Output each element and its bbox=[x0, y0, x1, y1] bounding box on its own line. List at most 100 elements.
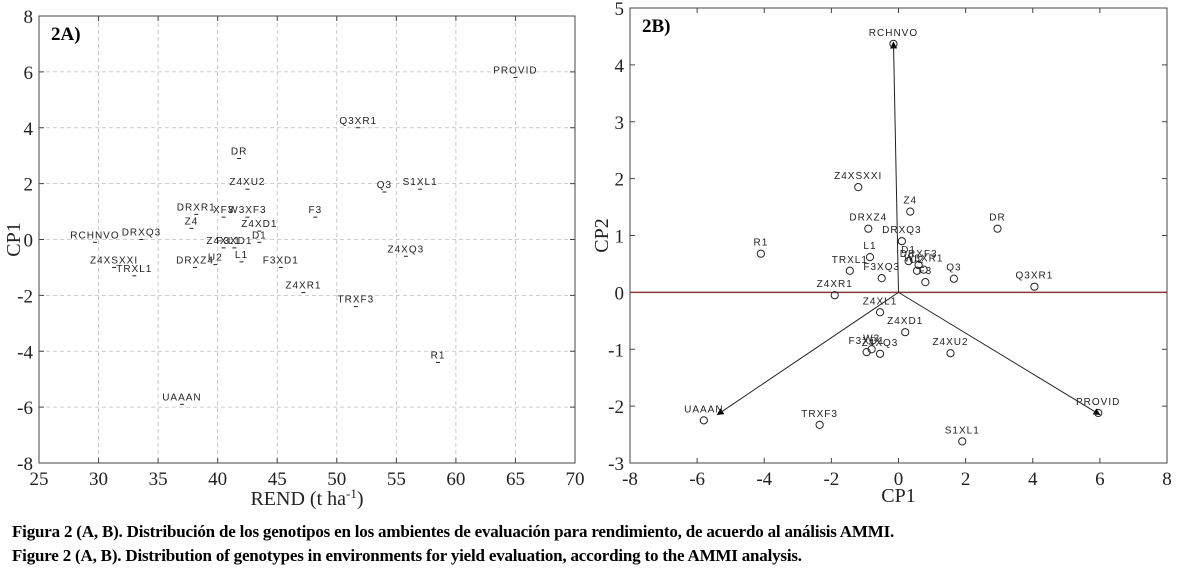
point-label: R1 bbox=[431, 350, 446, 361]
data-point bbox=[875, 308, 885, 317]
point-label: DRXR1 bbox=[177, 202, 216, 213]
point-label: Z4XU2 bbox=[932, 337, 968, 348]
y-tick-label: 4 bbox=[24, 119, 34, 140]
data-point bbox=[949, 274, 958, 283]
y-tick-label: 0 bbox=[24, 231, 34, 252]
point-label: Q3 bbox=[377, 180, 392, 191]
point-label: F3 bbox=[309, 205, 323, 216]
data-point bbox=[815, 420, 824, 429]
point-label: Z4XD1 bbox=[887, 316, 923, 327]
point-label: TRXF3 bbox=[801, 409, 838, 420]
environment-vector bbox=[898, 291, 1101, 416]
point-label: TRXL1 bbox=[116, 264, 152, 275]
x-tick-label: 2 bbox=[961, 469, 971, 490]
point-label: DRXZ4 bbox=[849, 213, 887, 224]
y-tick-label: 0 bbox=[615, 283, 625, 304]
y-tick-label: 2 bbox=[24, 175, 34, 196]
point-label: W3 bbox=[863, 333, 880, 344]
point-label: DRXZ4 bbox=[176, 255, 214, 266]
x-axis-title: REND (t ha-1) bbox=[250, 486, 363, 510]
point-label: DRXQ3 bbox=[122, 228, 161, 239]
point-label: Z4XD1 bbox=[241, 219, 277, 230]
point-label: R1 bbox=[753, 238, 768, 249]
data-point bbox=[901, 328, 910, 337]
point-label: Z4XL1 bbox=[863, 296, 897, 307]
point-label: F3XD1 bbox=[216, 236, 252, 247]
point-label: Z4XU2 bbox=[229, 177, 265, 188]
point-label: DRXF3 bbox=[900, 249, 938, 260]
x-tick-label: 0 bbox=[894, 469, 904, 490]
y-tick-label: -6 bbox=[17, 398, 33, 419]
x-tick-label: -4 bbox=[756, 469, 772, 490]
point-label: F3XD1 bbox=[263, 255, 299, 266]
y-tick-label: -2 bbox=[17, 286, 33, 307]
data-point bbox=[854, 183, 863, 192]
y-tick-label: -3 bbox=[608, 454, 624, 475]
point-label: UAAAN bbox=[684, 404, 723, 415]
point-label: PROVID bbox=[493, 65, 537, 76]
point-label: F3XD1 bbox=[849, 336, 885, 347]
y-tick-label: 2 bbox=[615, 170, 625, 191]
point-label: Z4XQ3 bbox=[388, 244, 425, 255]
point-label: TRXF3 bbox=[337, 295, 374, 306]
data-point bbox=[993, 224, 1002, 233]
x-tick-label: 50 bbox=[327, 469, 346, 490]
x-tick-label: 70 bbox=[566, 469, 585, 490]
panel-label: 2B) bbox=[642, 16, 671, 37]
data-point bbox=[756, 249, 765, 258]
data-point bbox=[958, 437, 967, 446]
point-label: TRXL1 bbox=[832, 255, 868, 266]
point-label: DR bbox=[989, 213, 1005, 224]
point-label: XF3 bbox=[213, 205, 234, 216]
point-label: W3XR1 bbox=[904, 254, 943, 265]
data-point bbox=[1030, 282, 1039, 291]
caption-english: Figure 2 (A, B). Distribution of genotyp… bbox=[12, 546, 802, 565]
x-tick-label: -6 bbox=[689, 469, 705, 490]
data-point bbox=[865, 253, 875, 262]
x-tick-label: 35 bbox=[149, 469, 168, 490]
data-point bbox=[845, 266, 854, 275]
point-label: Z4XL1 bbox=[206, 236, 240, 247]
data-point bbox=[904, 256, 913, 266]
point-label: Z4 bbox=[903, 196, 917, 207]
y-axis-title: CP2 bbox=[591, 218, 613, 252]
x-tick-label: 40 bbox=[208, 469, 227, 490]
y-tick-label: -1 bbox=[608, 340, 624, 361]
x-tick-label: 65 bbox=[506, 469, 525, 490]
data-point bbox=[699, 416, 708, 425]
data-point bbox=[946, 349, 955, 358]
x-tick-label: 8 bbox=[1162, 469, 1172, 490]
data-point bbox=[867, 345, 876, 354]
point-label: L1 bbox=[235, 250, 248, 261]
x-tick-label: 6 bbox=[1095, 469, 1105, 490]
y-tick-label: -4 bbox=[17, 342, 33, 363]
data-point bbox=[877, 274, 886, 283]
point-label: PROVID bbox=[1076, 397, 1120, 408]
point-label: Q3 bbox=[946, 263, 961, 274]
point-label: S1XL1 bbox=[403, 177, 438, 188]
point-label: RCHNVO bbox=[70, 230, 119, 241]
environment-vector bbox=[890, 41, 899, 293]
panel-b-chart: -8 -6 -4 -2 0 2 4 6 8 -3 -2 -1 0 1 2 3 4 5 2B) RCHNVO R1 Z4XS… bbox=[591, 0, 1172, 507]
x-axis-title: CP1 bbox=[881, 485, 915, 507]
point-label: Q3XR1 bbox=[339, 116, 377, 127]
x-tick-label: 30 bbox=[89, 469, 108, 490]
y-tick-label: 1 bbox=[615, 227, 625, 248]
caption-spanish: Figura 2 (A, B). Distribución de los gen… bbox=[12, 522, 895, 541]
point-label: DRXQ3 bbox=[882, 225, 921, 236]
data-point bbox=[906, 207, 915, 216]
point-label: DR bbox=[231, 146, 247, 157]
x-tick-label: 60 bbox=[446, 469, 465, 490]
x-tick-label: 25 bbox=[30, 469, 49, 490]
data-point bbox=[875, 349, 885, 358]
x-tick-label: 55 bbox=[387, 469, 406, 490]
y-tick-label: 3 bbox=[615, 113, 625, 134]
panel-label: 2A) bbox=[51, 24, 81, 45]
point-label: Z4XQ3 bbox=[862, 338, 899, 349]
x-tick-label: 45 bbox=[268, 469, 287, 490]
y-tick-label: 4 bbox=[615, 56, 625, 77]
point-label: RCHNVO bbox=[869, 28, 918, 39]
x-tick-label: 4 bbox=[1028, 469, 1038, 490]
point-label: U2 bbox=[208, 253, 223, 264]
